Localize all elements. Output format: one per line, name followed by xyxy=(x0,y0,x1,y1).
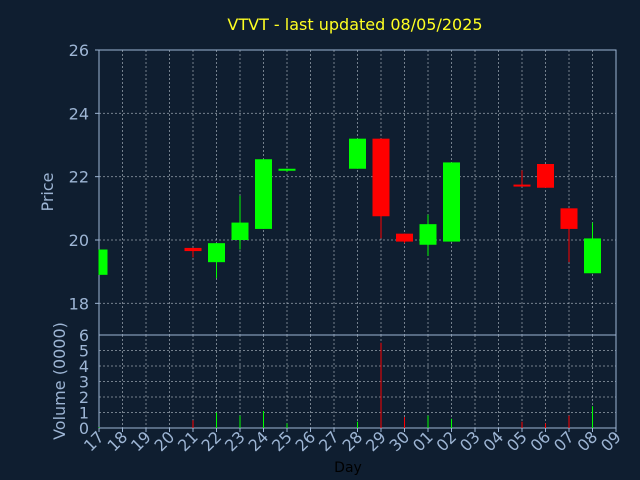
candle-body xyxy=(560,208,578,229)
candle-21 xyxy=(184,247,202,258)
candle-17 xyxy=(98,249,108,275)
price-axis-label: Price xyxy=(38,172,57,211)
candle-01 xyxy=(419,214,437,256)
candle-24 xyxy=(255,159,272,229)
candle-body xyxy=(208,243,225,263)
price-tick-label: 20 xyxy=(69,231,89,250)
candle-body xyxy=(443,162,460,242)
volume-tick-label: 2 xyxy=(79,388,89,407)
candle-06 xyxy=(537,164,554,188)
candle-08 xyxy=(584,222,601,274)
volume-tick-label: 4 xyxy=(79,357,89,376)
candle-body xyxy=(99,249,108,275)
candle-30 xyxy=(396,233,413,244)
x-ticks: 1718192021222324252627282930010203040506… xyxy=(80,427,625,455)
candle-body xyxy=(231,222,249,240)
candle-body xyxy=(584,238,601,274)
candle-25 xyxy=(278,168,296,172)
price-tick-label: 26 xyxy=(69,41,89,60)
candle-02 xyxy=(443,162,460,242)
candle-body xyxy=(419,224,437,245)
volume-tick-label: 0 xyxy=(79,419,89,438)
volume-tick-label: 3 xyxy=(79,373,89,392)
candles xyxy=(98,138,601,278)
volume-axis-label: Volume (0000) xyxy=(50,322,69,440)
price-tick-label: 24 xyxy=(69,104,89,123)
candle-29 xyxy=(372,138,390,239)
volume-tick-label: 5 xyxy=(79,342,89,361)
price-tick-label: 22 xyxy=(69,168,89,187)
candle-body xyxy=(513,184,531,187)
candle-body xyxy=(537,164,554,188)
chart-title: VTVT - last updated 08/05/2025 xyxy=(227,15,482,34)
volume-bars xyxy=(98,342,593,428)
candle-body xyxy=(184,247,202,252)
candle-23 xyxy=(231,195,249,250)
price-y-ticks: 18 20 22 24 26 xyxy=(69,41,99,313)
candle-22 xyxy=(208,243,225,278)
price-tick-label: 18 xyxy=(69,294,89,313)
volume-tick-label: 6 xyxy=(79,326,89,345)
candle-body xyxy=(255,159,272,229)
candle-28 xyxy=(349,138,366,169)
candle-body xyxy=(372,138,390,217)
candle-body xyxy=(278,168,296,171)
x-axis-label: Day xyxy=(334,460,362,476)
candle-body xyxy=(349,138,366,169)
candle-07 xyxy=(560,208,578,263)
candle-body xyxy=(396,233,413,242)
volume-tick-label: 1 xyxy=(79,404,89,423)
candle-05 xyxy=(513,170,531,187)
